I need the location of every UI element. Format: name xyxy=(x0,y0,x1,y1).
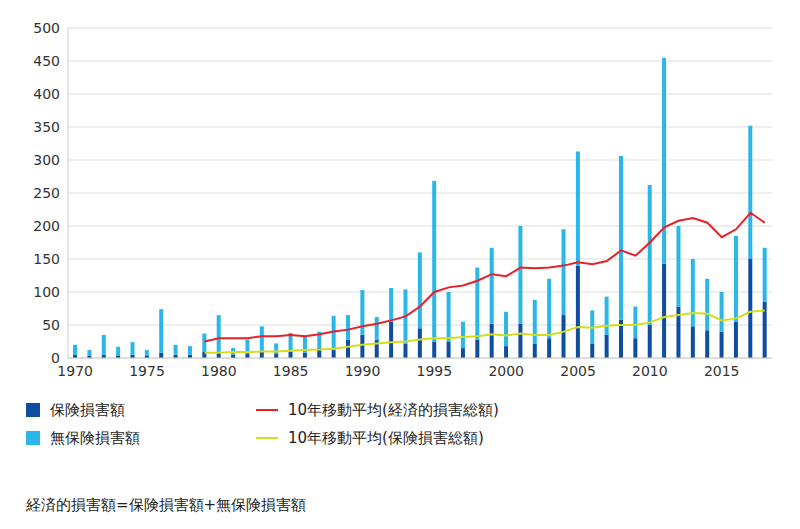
html-text:10年移動平均(保険損害総額): 10年移動平均(保険損害総額) xyxy=(288,428,484,447)
svg-text:250: 250 xyxy=(33,185,60,201)
svg-text:2000: 2000 xyxy=(488,363,524,379)
svg-text:150: 150 xyxy=(33,251,60,267)
svg-text:1980: 1980 xyxy=(201,363,237,379)
html-text:保険損害額: 保険損害額 xyxy=(50,400,125,419)
svg-text:1975: 1975 xyxy=(129,363,165,379)
svg-text:1990: 1990 xyxy=(345,363,381,379)
svg-text:1985: 1985 xyxy=(273,363,309,379)
html-text:経済的損害額=保険損害額+無保険損害額: 経済的損害額=保険損害額+無保険損害額 xyxy=(26,496,307,514)
svg-text:450: 450 xyxy=(33,53,60,69)
svg-text:1995: 1995 xyxy=(417,363,453,379)
svg-text:350: 350 xyxy=(33,119,60,135)
svg-text:400: 400 xyxy=(33,86,60,102)
svg-text:1970: 1970 xyxy=(57,363,93,379)
svg-text:500: 500 xyxy=(33,20,60,36)
svg-text:100: 100 xyxy=(33,284,60,300)
svg-text:50: 50 xyxy=(42,317,60,333)
svg-text:0: 0 xyxy=(51,350,60,366)
svg-text:300: 300 xyxy=(33,152,60,168)
svg-text:2005: 2005 xyxy=(560,363,596,379)
svg-text:2015: 2015 xyxy=(704,363,740,379)
svg-text:2010: 2010 xyxy=(632,363,668,379)
html-text:10年移動平均(経済的損害総額): 10年移動平均(経済的損害総額) xyxy=(288,400,499,419)
html-text:無保険損害額: 無保険損害額 xyxy=(50,428,140,447)
svg-text:200: 200 xyxy=(33,218,60,234)
